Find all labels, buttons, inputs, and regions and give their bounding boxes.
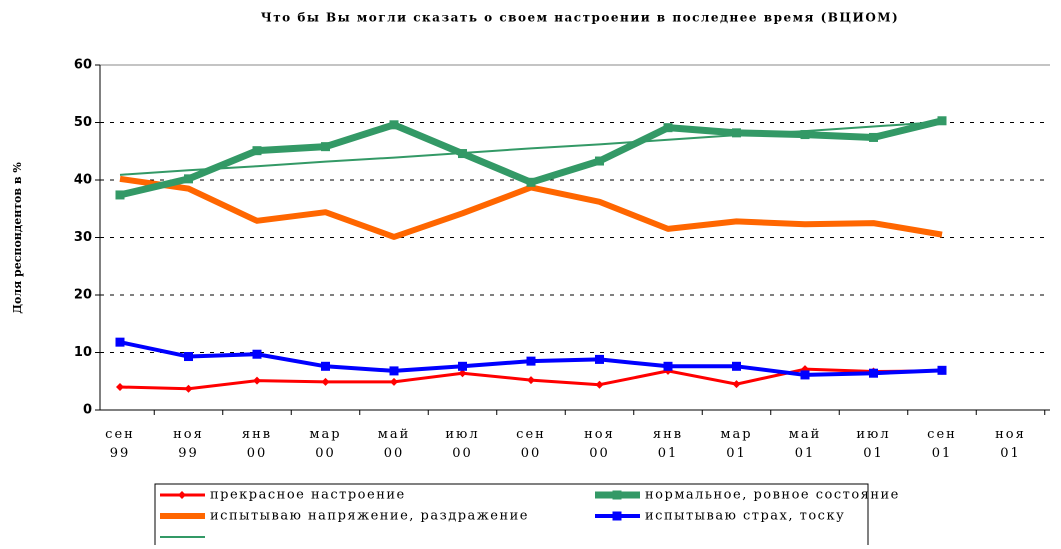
y-tick-label: 30 — [74, 230, 92, 245]
point — [458, 149, 467, 159]
point — [526, 356, 536, 366]
point — [526, 177, 536, 187]
point — [458, 361, 467, 371]
point — [800, 130, 810, 140]
legend-label: нормальное, ровное состояние — [645, 488, 900, 503]
chart-title: Что бы Вы могли сказать о своем настроен… — [261, 11, 899, 25]
point — [800, 370, 810, 380]
point — [732, 361, 741, 371]
point — [527, 376, 535, 385]
point — [458, 369, 467, 378]
point — [390, 377, 398, 386]
point — [595, 354, 604, 364]
point — [937, 365, 947, 375]
point — [732, 128, 741, 138]
series-line — [119, 120, 943, 176]
point — [663, 123, 673, 133]
point — [178, 491, 186, 499]
y-tick-label: 40 — [74, 173, 92, 188]
series-line — [119, 175, 943, 240]
y-tick-label: 10 — [74, 345, 92, 360]
point — [937, 116, 947, 126]
point — [252, 146, 262, 156]
x-tick-label: май 01 — [789, 427, 822, 461]
x-tick-label: сен 01 — [927, 427, 957, 461]
point — [321, 142, 330, 152]
legend — [154, 483, 869, 549]
point — [252, 349, 262, 359]
x-tick-label: ноя 99 — [173, 427, 204, 461]
point — [612, 511, 622, 521]
x-tick-label: ноя 01 — [995, 427, 1026, 461]
x-tick-label: сен 99 — [105, 427, 135, 461]
point — [612, 490, 622, 500]
point — [184, 352, 193, 362]
y-tick-label: 50 — [74, 115, 92, 130]
legend-label: испытываю напряжение, раздражение — [210, 509, 529, 524]
x-tick-label: янв 01 — [653, 427, 683, 461]
y-tick-label: 0 — [83, 403, 92, 418]
x-tick-label: мар 00 — [309, 427, 341, 461]
x-tick-label: май 00 — [378, 427, 411, 461]
point — [389, 120, 399, 130]
point — [595, 380, 604, 389]
x-tick-label: мар 01 — [720, 427, 752, 461]
point — [321, 361, 330, 371]
point — [732, 380, 741, 389]
point — [184, 384, 193, 393]
point — [869, 132, 878, 142]
point — [869, 368, 878, 378]
x-tick-label: янв 00 — [242, 427, 272, 461]
y-tick-label: 20 — [74, 288, 92, 303]
point — [115, 190, 125, 200]
y-tick-label: 60 — [74, 58, 92, 73]
x-tick-label: июл 01 — [856, 427, 890, 461]
point — [321, 377, 330, 386]
legend-label: испытываю страх, тоску — [645, 509, 845, 524]
point — [389, 366, 399, 376]
point — [663, 361, 673, 371]
point — [115, 337, 125, 347]
x-tick-label: ноя 00 — [584, 427, 615, 461]
point — [184, 174, 193, 184]
point — [253, 376, 261, 385]
legend-label: прекрасное настроение — [210, 488, 406, 503]
x-tick-label: июл 00 — [445, 427, 479, 461]
y-axis-label: Доля респондентов в % — [11, 162, 24, 314]
x-tick-label: сен 00 — [516, 427, 546, 461]
point — [116, 383, 124, 391]
point — [595, 156, 604, 166]
